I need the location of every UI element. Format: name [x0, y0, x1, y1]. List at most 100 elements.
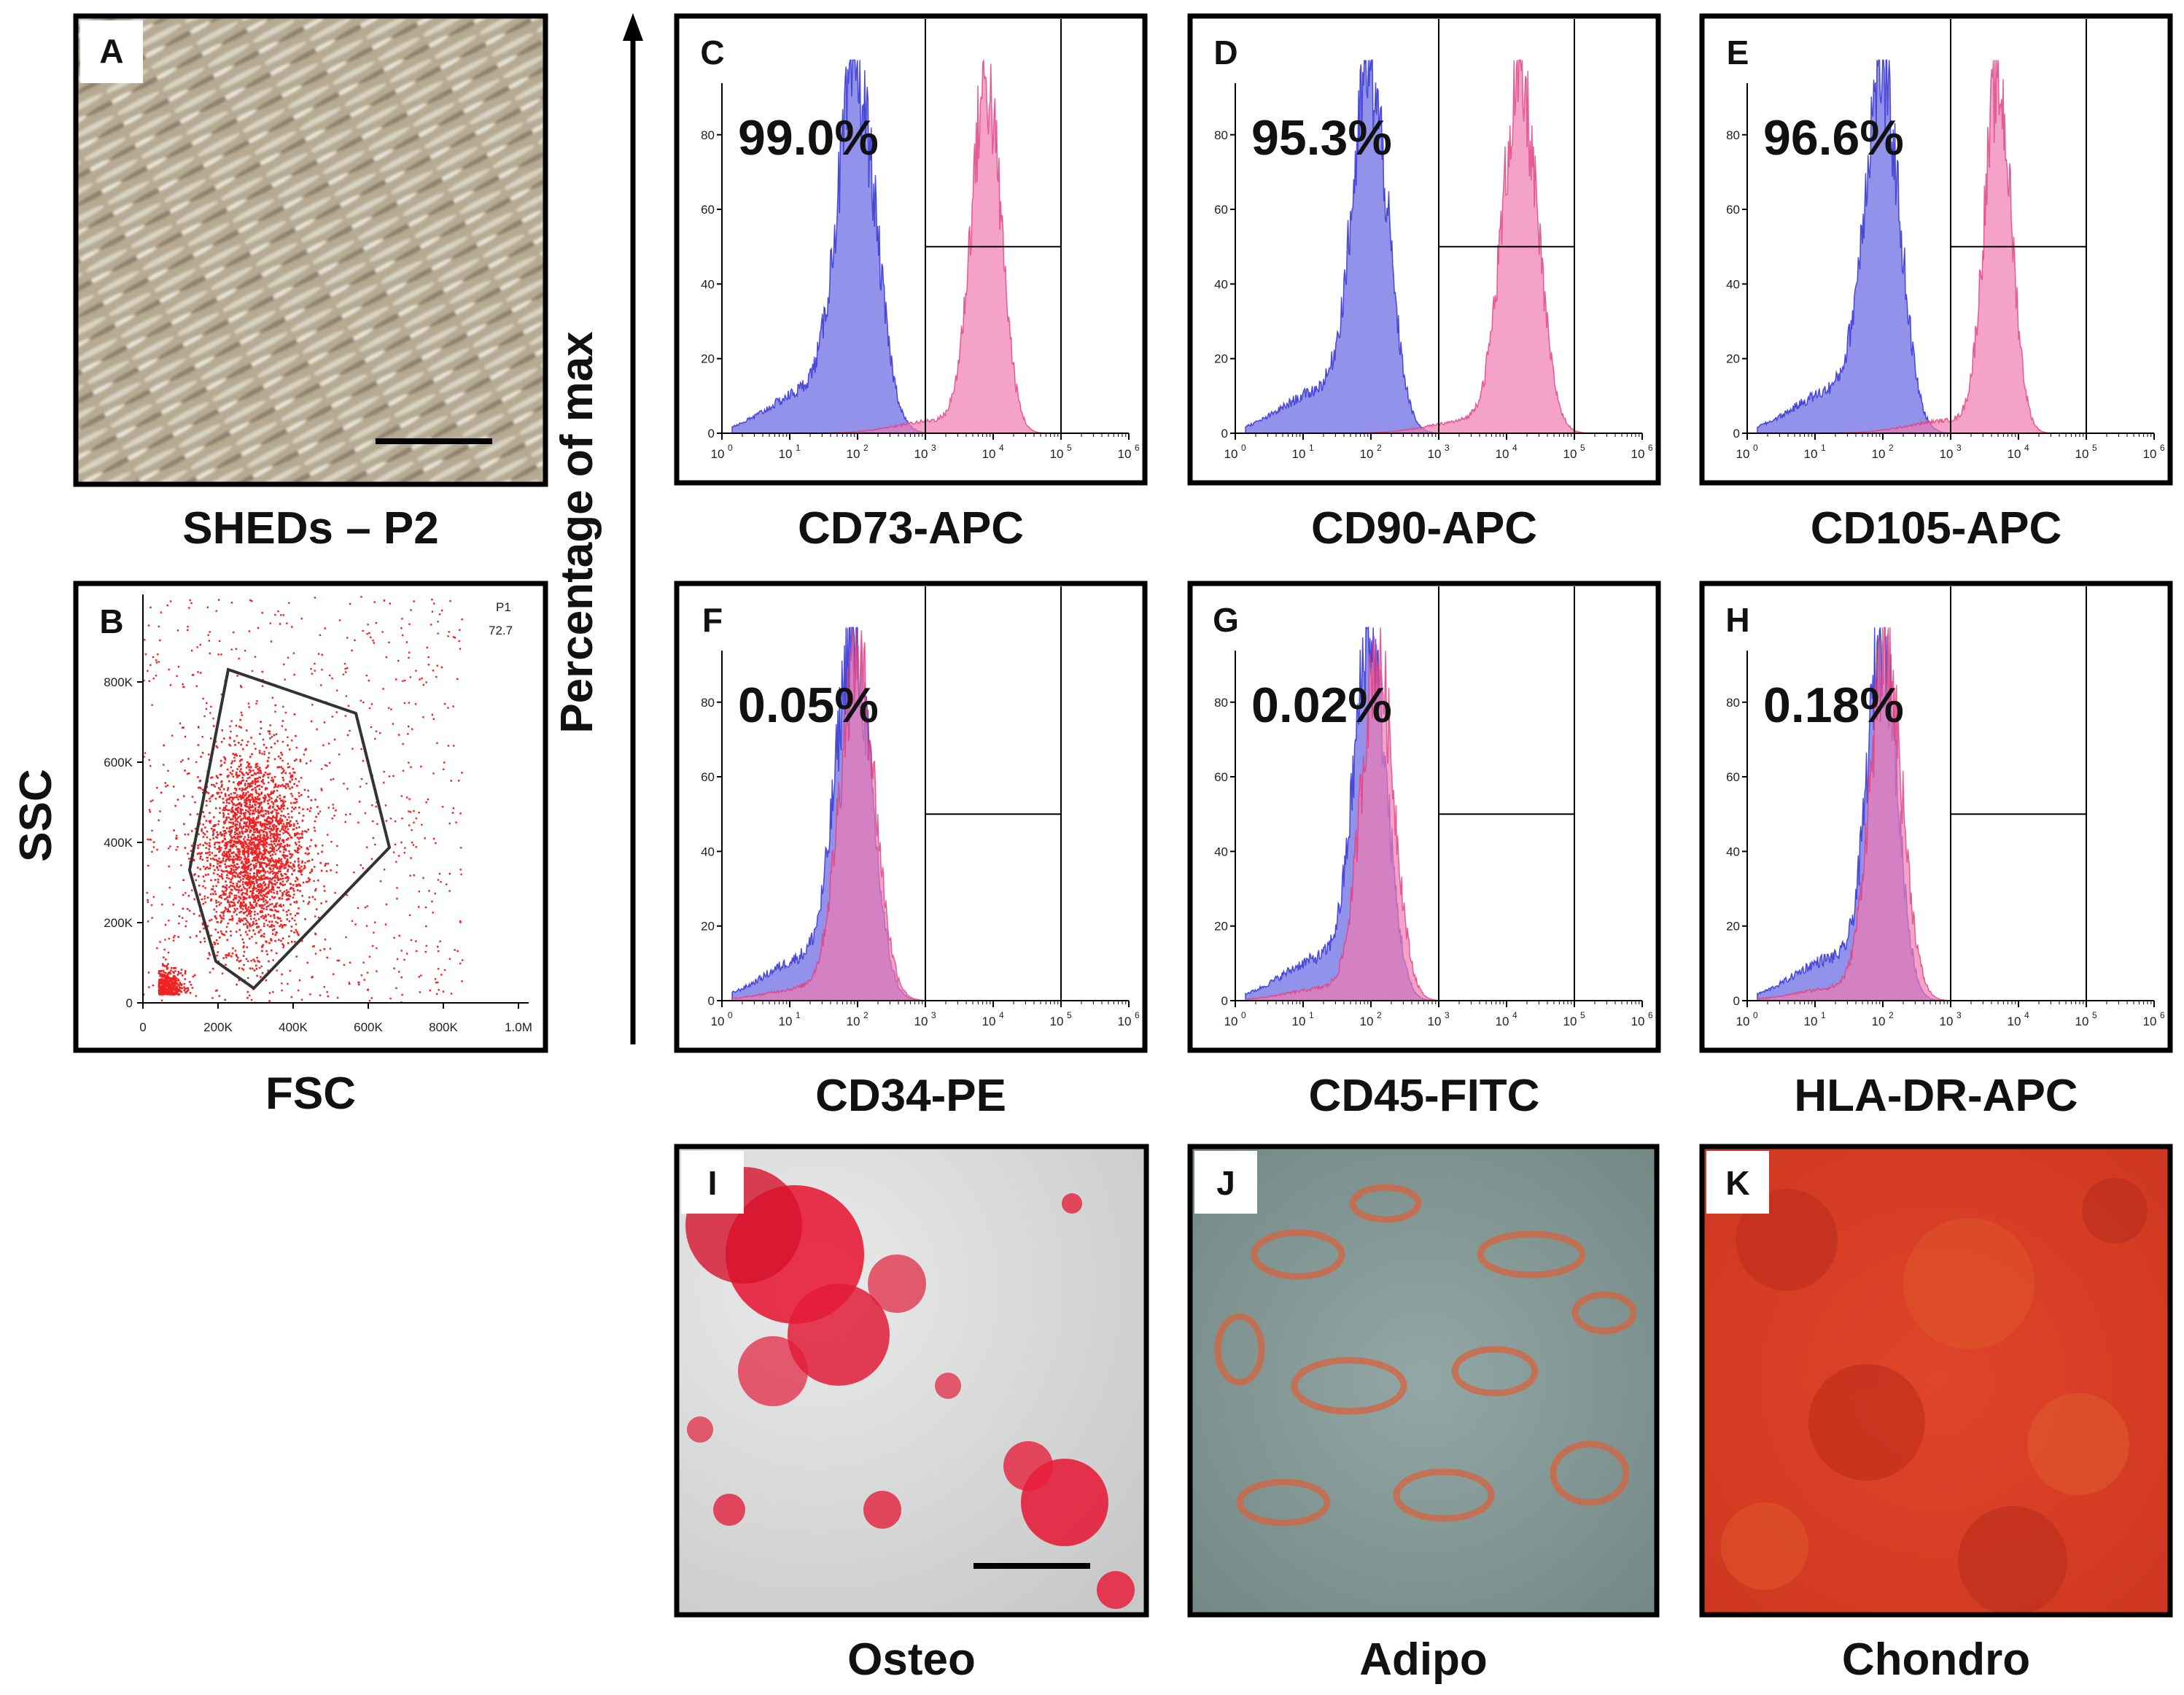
- histogram-x-tick-label: 10: [2075, 1015, 2089, 1028]
- panel-frame: [674, 581, 1148, 1053]
- panel-frame: [1699, 13, 2173, 486]
- histogram-x-tick-exponent: 6: [1135, 1010, 1140, 1020]
- scatter-x-tick-label: 1.0M: [505, 1020, 532, 1034]
- histogram-y-tick-label: 40: [701, 845, 715, 858]
- micrograph-panel-k: K Chondro: [1699, 1144, 2173, 1685]
- histogram-x-tick-exponent: 3: [1956, 443, 1962, 453]
- histogram-x-tick-exponent: 4: [2024, 1010, 2029, 1020]
- histogram-x-tick-exponent: 4: [999, 443, 1004, 453]
- histogram-x-tick-exponent: 4: [1512, 1010, 1517, 1020]
- gate-value: 72.7: [489, 624, 513, 637]
- histogram-x-tick-label: 10: [1563, 1015, 1577, 1028]
- histogram-y-tick-label: 20: [1214, 920, 1228, 934]
- histogram-x-tick-exponent: 4: [1512, 443, 1517, 453]
- panel-frame: [1699, 1144, 2173, 1618]
- histogram-x-tick-exponent: 2: [1377, 1010, 1382, 1020]
- gate-name: P1: [496, 600, 511, 614]
- histogram-x-tick-label: 10: [1050, 1015, 1064, 1028]
- histogram-x-tick-exponent: 1: [1821, 1010, 1826, 1020]
- histogram-x-tick-label: 10: [1631, 1015, 1645, 1028]
- histogram-x-tick-label: 10: [2008, 1015, 2021, 1028]
- panel-letter-box: [1706, 1151, 1769, 1214]
- panel-frame: [1187, 581, 1661, 1053]
- histogram-x-tick-exponent: 1: [796, 443, 801, 453]
- safranin-texture: [1721, 1178, 2148, 1616]
- histogram-x-tick-label: 10: [1118, 1015, 1132, 1028]
- panel-letter-box: [1194, 20, 1257, 83]
- panel-frame: [674, 1144, 1149, 1618]
- histogram-x-tick-exponent: 2: [863, 1010, 868, 1020]
- stain-image: [1702, 1147, 2170, 1615]
- marker-caption: CD105-APC: [1811, 503, 2062, 554]
- histogram-y-tick-label: 80: [1214, 128, 1228, 142]
- histogram-y-tick-label: 60: [1214, 203, 1228, 217]
- panel-letter: I: [708, 1164, 718, 1202]
- panel-caption: Chondro: [1842, 1634, 2030, 1685]
- panel-frame: [1187, 1144, 1660, 1618]
- histogram-x-tick-exponent: 3: [1445, 443, 1450, 453]
- histogram-y-tick-label: 60: [1214, 770, 1228, 784]
- histogram-x-tick-label: 10: [1428, 447, 1442, 461]
- stain-image: [1190, 1147, 1657, 1615]
- panel-frame: [1187, 13, 1661, 486]
- histogram-x-tick-label: 10: [1736, 1015, 1750, 1028]
- histogram-x-tick-exponent: 2: [1889, 1010, 1894, 1020]
- histogram-y-tick-label: 0: [1221, 994, 1228, 1008]
- oil-red-droplets: [1214, 1184, 1637, 1527]
- histogram-y-tick-label: 60: [701, 203, 715, 217]
- histogram-x-tick-exponent: 1: [1309, 1010, 1314, 1020]
- histogram-x-tick-label: 10: [1736, 447, 1750, 461]
- micrograph-panel-i: I Osteo: [674, 1144, 1149, 1685]
- positive-percent-label: 99.0%: [738, 110, 879, 166]
- panel-letter-box: [80, 588, 143, 651]
- histogram-x-tick-exponent: 2: [863, 443, 868, 453]
- scatter-x-tick-label: 400K: [279, 1020, 308, 1034]
- marker-caption: HLA-DR-APC: [1794, 1071, 2078, 1121]
- histogram-x-tick-exponent: 0: [1241, 1010, 1246, 1020]
- histogram-y-tick-label: 80: [701, 128, 715, 142]
- scatter-x-tick-label: 200K: [203, 1020, 233, 1034]
- panel-letter: C: [700, 34, 724, 71]
- scatter-x-tick-label: 0: [139, 1020, 146, 1034]
- positive-percent-label: 0.02%: [1251, 678, 1392, 733]
- histogram-x-tick-label: 10: [2075, 447, 2089, 461]
- histogram-x-tick-label: 10: [1360, 1015, 1374, 1028]
- histogram-x-tick-label: 10: [982, 1015, 996, 1028]
- histogram-y-tick-label: 40: [701, 277, 715, 291]
- histogram-x-tick-label: 10: [1224, 447, 1238, 461]
- histogram-y-tick-label: 40: [1726, 277, 1740, 291]
- histogram-x-tick-exponent: 5: [2092, 1010, 2097, 1020]
- histogram-x-tick-label: 10: [847, 1015, 860, 1028]
- histogram-y-tick-label: 20: [701, 352, 715, 366]
- panel-caption: SHEDs – P2: [182, 503, 439, 554]
- marker-caption: CD90-APC: [1311, 503, 1537, 554]
- histogram-x-tick-label: 10: [847, 447, 860, 461]
- histogram-x-tick-label: 10: [1428, 1015, 1442, 1028]
- histogram-x-tick-label: 10: [982, 447, 996, 461]
- marker-caption: CD34-PE: [815, 1071, 1006, 1121]
- positive-percent-label: 95.3%: [1251, 110, 1392, 166]
- micrograph-panel-a: A SHEDs – P2: [73, 13, 548, 554]
- panel-letter: B: [99, 602, 123, 640]
- scatter-ticks: 0 200K 400K 600K 800K 1.0M 0 200K 400K 600K 800K: [104, 675, 532, 1034]
- scatter-y-tick-label: 400K: [104, 836, 133, 850]
- histogram-x-tick-exponent: 5: [1580, 443, 1585, 453]
- panel-letter-box: [1706, 588, 1769, 651]
- histogram-x-tick-exponent: 3: [1956, 1010, 1962, 1020]
- histogram-x-tick-label: 10: [1292, 447, 1306, 461]
- scatter-x-tick-label: 600K: [354, 1020, 383, 1034]
- positive-percent-label: 96.6%: [1763, 110, 1904, 166]
- histogram-y-tick-label: 0: [1733, 994, 1740, 1008]
- histogram-y-tick-label: 60: [701, 770, 715, 784]
- scatter-x-tick-label: 800K: [429, 1020, 458, 1034]
- histogram-x-tick-label: 10: [1496, 1015, 1509, 1028]
- scatter-y-tick-label: 0: [126, 996, 133, 1010]
- panel-letter: D: [1213, 34, 1237, 71]
- histogram-y-tick-label: 80: [701, 696, 715, 710]
